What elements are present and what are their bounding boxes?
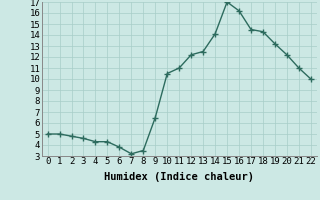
X-axis label: Humidex (Indice chaleur): Humidex (Indice chaleur)	[104, 172, 254, 182]
